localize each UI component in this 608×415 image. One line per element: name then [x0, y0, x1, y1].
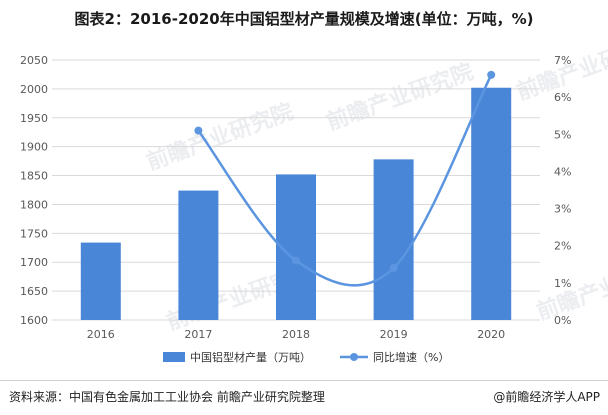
- bar: [471, 87, 512, 320]
- watermark-text: 前瞻产业研究院: [323, 59, 477, 136]
- y-left-tick-label: 1650: [20, 285, 48, 298]
- y-left-tick-label: 1750: [20, 227, 48, 240]
- y-right-tick-label: 0%: [554, 314, 571, 327]
- credit-label: @前瞻经济学人APP: [493, 390, 600, 404]
- y-right-tick-label: 7%: [554, 54, 571, 67]
- y-right-tick-label: 1%: [554, 277, 571, 290]
- growth-line: [197, 74, 493, 287]
- y-left-tick-label: 1850: [20, 170, 48, 183]
- y-right-tick-label: 3%: [554, 203, 571, 216]
- bar: [178, 190, 219, 320]
- legend-bar-swatch: [163, 352, 185, 362]
- chart-title: 图表2：2016-2020年中国铝型材产量规模及增速(单位：万吨，%): [74, 10, 534, 28]
- y-left-tick-label: 2000: [20, 83, 48, 96]
- bar-series: [80, 87, 512, 320]
- line-series: [194, 70, 496, 287]
- x-tick-label: 2019: [380, 328, 408, 341]
- y-right-tick-label: 4%: [554, 165, 571, 178]
- x-tick-label: 2017: [184, 328, 212, 341]
- y-axis-right: 0% 1% 2% 3% 4% 5% 6% 7%: [554, 54, 571, 327]
- bar: [80, 242, 121, 320]
- y-axis-left: 1600 1650 1700 1750 1800 1850 1900 1950 2000 2050: [20, 54, 48, 327]
- legend-line-marker: [350, 353, 358, 361]
- y-right-tick-label: 6%: [554, 91, 571, 104]
- legend-bar-label: 中国铝型材产量（万吨）: [190, 350, 311, 364]
- y-left-tick-label: 1600: [20, 314, 48, 327]
- y-right-tick-label: 2%: [554, 240, 571, 253]
- footer-divider: [0, 380, 608, 381]
- source-note: 资料来源：中国有色金属加工工业协会 前瞻产业研究院整理: [9, 390, 325, 404]
- y-right-tick-label: 5%: [554, 128, 571, 141]
- legend-line-label: 同比增速（%）: [373, 350, 449, 364]
- x-axis: 2016 2017 2018 2019 2020: [87, 328, 505, 341]
- line-point: [487, 70, 496, 79]
- y-left-tick-label: 1900: [20, 141, 48, 154]
- y-left-tick-label: 1800: [20, 198, 48, 211]
- x-tick-label: 2016: [87, 328, 115, 341]
- x-tick-label: 2018: [282, 328, 310, 341]
- x-tick-label: 2020: [477, 328, 505, 341]
- bar: [373, 159, 414, 320]
- legend: 中国铝型材产量（万吨） 同比增速（%）: [163, 350, 449, 364]
- line-point: [292, 256, 300, 265]
- line-point: [389, 264, 398, 272]
- line-point: [194, 126, 203, 135]
- y-left-tick-label: 2050: [20, 54, 48, 67]
- y-left-tick-label: 1950: [20, 112, 48, 125]
- y-left-tick-label: 1700: [20, 256, 48, 269]
